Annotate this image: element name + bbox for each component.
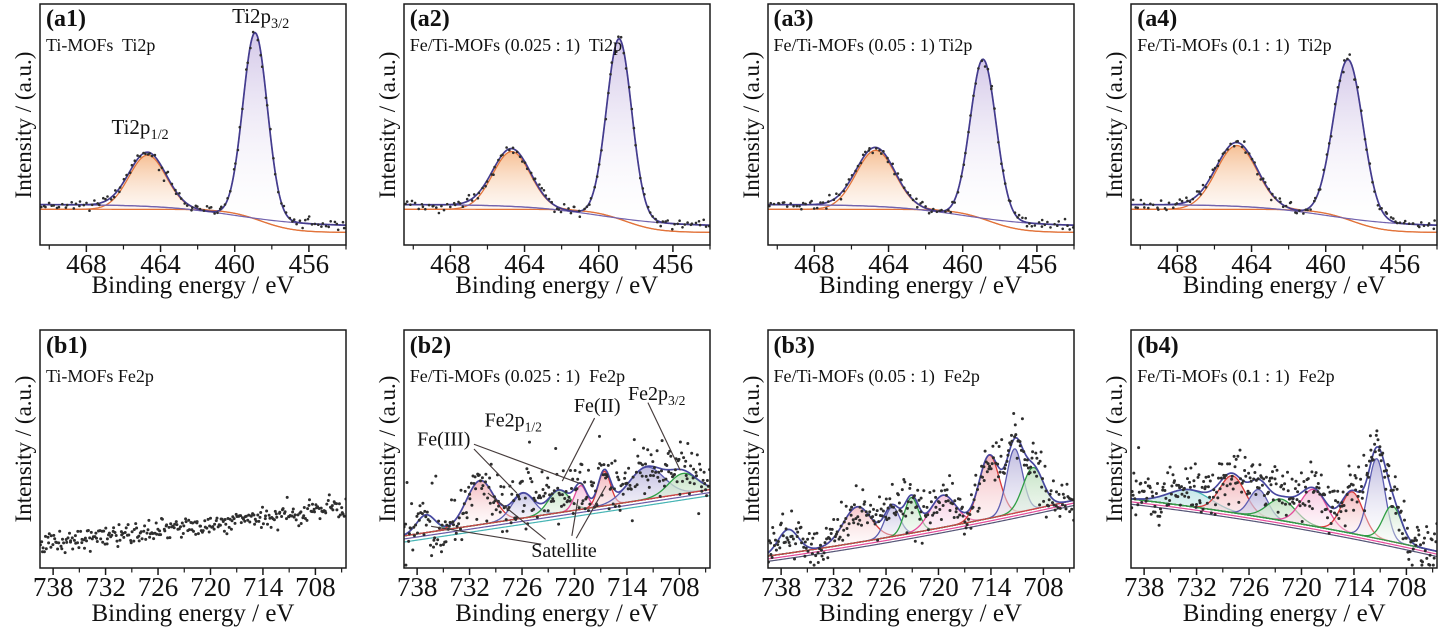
svg-text:738: 738 [397, 572, 438, 602]
panel-label: (b2) [409, 333, 452, 359]
sample-label: Fe/Ti-MOFs (0.05 : 1) Fe2p [773, 366, 980, 386]
plot-a1: Ti2p1/2 Ti2p3/2 468 464 460 456 [39, 3, 347, 279]
svg-text:726: 726 [502, 572, 543, 602]
svg-text:468: 468 [1157, 249, 1198, 279]
svg-text:720: 720 [554, 572, 595, 602]
panel-label: (a4) [1137, 6, 1178, 32]
svg-text:468: 468 [430, 249, 471, 279]
panel-b2: Fe(III) Fe2p1/2 Fe(II) Fe2p3/2 Satellite 738 7… [364, 320, 728, 635]
svg-text:460: 460 [214, 249, 255, 279]
panel-a1: Ti2p1/2 Ti2p3/2 468 464 460 456 (a1) Ti-MOFs … [0, 0, 364, 320]
svg-text:708: 708 [295, 572, 336, 602]
sample-label: Fe/Ti-MOFs (0.025 : 1) Ti2p [409, 35, 623, 55]
y-axis-label: Intensity / (a.u.) [738, 375, 764, 523]
x-axis-label: Binding energy / eV [819, 600, 1022, 627]
plot-a3: 468 464 460 456 [766, 3, 1075, 279]
panel-label: (a1) [46, 6, 86, 32]
svg-text:708: 708 [1386, 572, 1427, 602]
plot-a2: 468 464 460 456 [403, 3, 711, 279]
svg-text:456: 456 [652, 249, 693, 279]
svg-text:464: 464 [1232, 249, 1273, 279]
y-axis-label: Intensity / (a.u.) [374, 51, 400, 199]
x-axis-label: Binding energy / eV [455, 600, 659, 627]
y-axis-label: Intensity / (a.u.) [1102, 51, 1128, 199]
y-axis-label: Intensity / (a.u.) [1102, 375, 1128, 523]
sample-label: Fe/Ti-MOFs (0.1 : 1) Fe2p [1137, 366, 1335, 386]
svg-text:732: 732 [1177, 572, 1218, 602]
svg-text:468: 468 [794, 249, 835, 279]
sample-label: Fe/Ti-MOFs (0.05 : 1) Ti2p [773, 35, 973, 55]
svg-text:Fe(II): Fe(II) [574, 395, 621, 417]
svg-text:464: 464 [140, 249, 181, 279]
x-axis-label: Binding energy / eV [455, 272, 659, 299]
panel-label: (a3) [773, 6, 814, 32]
svg-text:714: 714 [606, 572, 647, 602]
svg-text:Fe(III): Fe(III) [417, 428, 470, 450]
svg-text:Fe2p1/2: Fe2p1/2 [484, 409, 542, 434]
svg-text:726: 726 [1229, 572, 1270, 602]
x-axis-label: Binding energy / eV [819, 272, 1022, 299]
x-axis-label: Binding energy / eV [1182, 600, 1386, 627]
y-axis-label: Intensity / (a.u.) [374, 375, 400, 523]
y-axis-label: Intensity / (a.u.) [11, 51, 36, 199]
svg-text:720: 720 [1281, 572, 1322, 602]
panel-label: (b4) [1137, 333, 1179, 359]
svg-text:456: 456 [289, 249, 330, 279]
svg-text:460: 460 [578, 249, 619, 279]
svg-text:464: 464 [504, 249, 545, 279]
svg-text:714: 714 [970, 572, 1011, 602]
svg-text:726: 726 [865, 572, 906, 602]
svg-text:732: 732 [449, 572, 490, 602]
svg-text:720: 720 [918, 572, 959, 602]
svg-text:726: 726 [138, 572, 179, 602]
svg-text:468: 468 [66, 249, 107, 279]
plot-b1: 738 732 726 720 714 708 [33, 329, 347, 602]
svg-text:460: 460 [942, 249, 983, 279]
plot-a4: 468 464 460 456 [1130, 3, 1438, 279]
x-axis-label: Binding energy / eV [1182, 272, 1386, 299]
x-axis-label: Binding energy / eV [91, 600, 295, 627]
panel-label: (b3) [773, 333, 815, 359]
svg-text:738: 738 [33, 572, 74, 602]
sample-label: Fe/Ti-MOFs (0.025 : 1) Fe2p [409, 366, 626, 386]
svg-text:456: 456 [1380, 249, 1421, 279]
svg-text:720: 720 [190, 572, 231, 602]
y-axis-label: Intensity / (a.u.) [11, 375, 36, 523]
svg-text:Ti2p1/2: Ti2p1/2 [112, 115, 169, 143]
svg-text:460: 460 [1306, 249, 1347, 279]
svg-text:714: 714 [243, 572, 284, 602]
svg-text:738: 738 [760, 572, 801, 602]
svg-text:708: 708 [1023, 572, 1064, 602]
panel-a4: 468 464 460 456 (a4) Fe/Ti-MOFs (0.1 : 1) T… [1091, 0, 1455, 320]
svg-text:Satellite: Satellite [531, 540, 597, 562]
svg-text:714: 714 [1334, 572, 1375, 602]
panel-b3: 738 732 726 720 714 708 (b3) Fe/Ti-MOFs (0.05… [728, 320, 1092, 635]
panel-label: (a2) [409, 6, 450, 32]
sample-label: Ti-MOFs Fe2p [46, 366, 154, 386]
panel-label: (b1) [46, 333, 88, 359]
svg-text:708: 708 [659, 572, 700, 602]
svg-text:Fe2p3/2: Fe2p3/2 [628, 383, 686, 408]
panel-a2: 468 464 460 456 (a2) Fe/Ti-MOFs (0.025 : 1)… [364, 0, 728, 320]
sample-label: Ti-MOFs Ti2p [46, 35, 156, 55]
x-axis-label: Binding energy / eV [91, 272, 295, 299]
svg-text:732: 732 [85, 572, 126, 602]
svg-text:464: 464 [868, 249, 909, 279]
plot-b2: Fe(III) Fe2p1/2 Fe(II) Fe2p3/2 Satellite 738 7… [397, 329, 711, 602]
svg-text:738: 738 [1124, 572, 1165, 602]
panel-b1: 738 732 726 720 714 708 (b1) Ti-MOFs Fe2p Int… [0, 320, 364, 635]
panel-b4: 738 732 726 720 714 708 (b4) Fe/Ti-MOFs (0.1 … [1091, 320, 1455, 635]
plot-b4: 738 732 726 720 714 708 [1124, 329, 1438, 602]
panel-a3: 468 464 460 456 (a3) Fe/Ti-MOFs (0.05 : 1) … [728, 0, 1092, 320]
svg-text:456: 456 [1016, 249, 1057, 279]
svg-text:732: 732 [813, 572, 854, 602]
y-axis-label: Intensity / (a.u.) [738, 51, 764, 199]
svg-text:Ti2p3/2: Ti2p3/2 [232, 4, 289, 32]
sample-label: Fe/Ti-MOFs (0.1 : 1) Ti2p [1137, 35, 1332, 55]
plot-b3: 738 732 726 720 714 708 [760, 329, 1075, 602]
